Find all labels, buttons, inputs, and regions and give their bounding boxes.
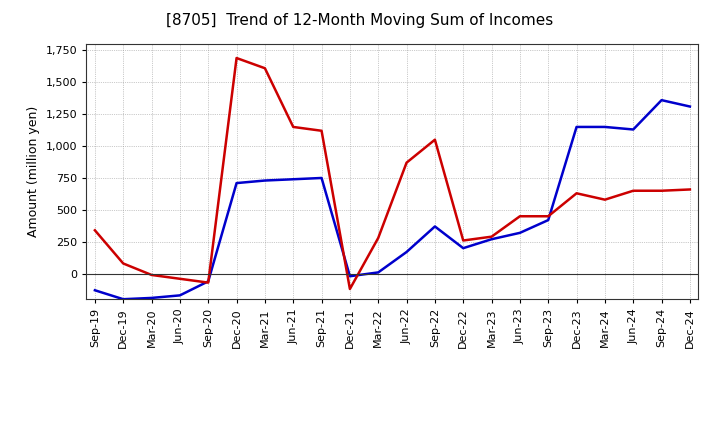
Net Income (600, 197, 609, 202)
Net Income (91, 227, 99, 233)
Ordinary Income (148, 295, 156, 301)
Ordinary Income (119, 297, 127, 302)
Ordinary Income (261, 178, 269, 183)
Ordinary Income (346, 274, 354, 279)
Ordinary Income (629, 127, 637, 132)
Ordinary Income (572, 124, 581, 129)
Ordinary Income (459, 246, 467, 251)
Net Income (148, 272, 156, 278)
Net Income (516, 214, 524, 219)
Ordinary Income (289, 176, 297, 182)
Ordinary Income (657, 98, 666, 103)
Net Income (459, 238, 467, 243)
Net Income (374, 235, 382, 241)
Ordinary Income (685, 104, 694, 109)
Ordinary Income (516, 230, 524, 235)
Net Income (544, 214, 552, 219)
Net Income (289, 124, 297, 129)
Ordinary Income (600, 124, 609, 129)
Ordinary Income (204, 279, 212, 284)
Net Income (629, 188, 637, 194)
Net Income (572, 191, 581, 196)
Ordinary Income (431, 224, 439, 229)
Ordinary Income (402, 249, 411, 255)
Ordinary Income (176, 293, 184, 298)
Net Income (119, 261, 127, 266)
Net Income (431, 137, 439, 142)
Net Income (318, 128, 326, 133)
Line: Net Income: Net Income (95, 58, 690, 289)
Ordinary Income (544, 217, 552, 223)
Y-axis label: Amount (million yen): Amount (million yen) (27, 106, 40, 237)
Net Income (176, 276, 184, 282)
Net Income (346, 286, 354, 292)
Net Income (657, 188, 666, 194)
Net Income (261, 66, 269, 71)
Ordinary Income (487, 237, 496, 242)
Ordinary Income (374, 270, 382, 275)
Ordinary Income (233, 180, 241, 186)
Net Income (204, 280, 212, 285)
Text: [8705]  Trend of 12-Month Moving Sum of Incomes: [8705] Trend of 12-Month Moving Sum of I… (166, 13, 554, 28)
Legend: Ordinary Income, Net Income: Ordinary Income, Net Income (252, 438, 533, 440)
Net Income (685, 187, 694, 192)
Ordinary Income (91, 288, 99, 293)
Net Income (487, 234, 496, 239)
Ordinary Income (318, 175, 326, 180)
Net Income (233, 55, 241, 61)
Net Income (402, 160, 411, 165)
Line: Ordinary Income: Ordinary Income (95, 100, 690, 299)
